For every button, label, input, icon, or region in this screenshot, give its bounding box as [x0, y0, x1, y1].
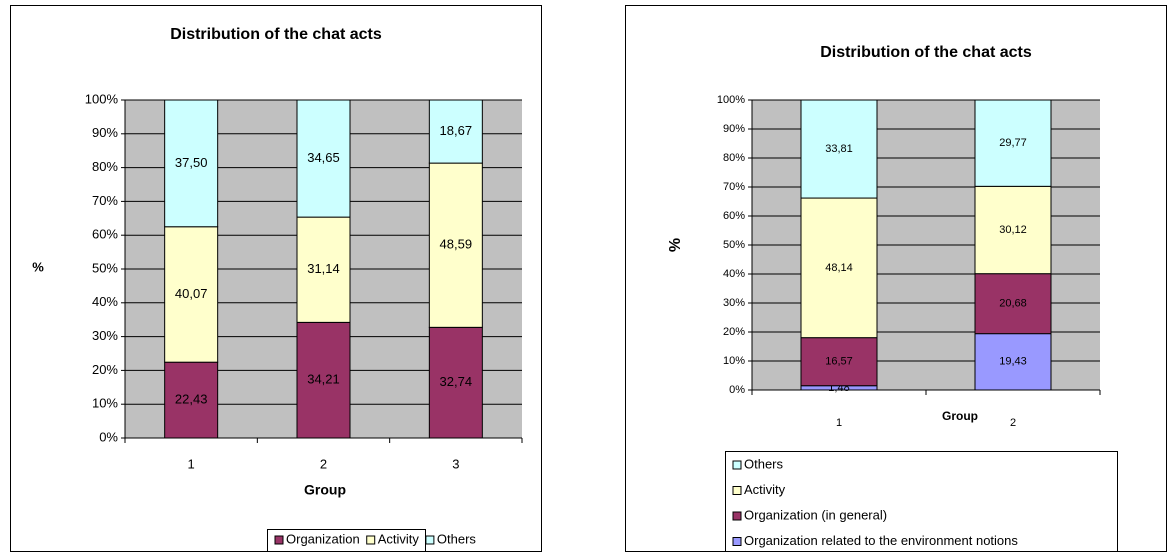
- legend-label: Activity: [744, 482, 786, 497]
- bar-segment: [800, 197, 878, 339]
- legend-swatch: [732, 460, 742, 470]
- data-label: 16,57: [825, 356, 853, 368]
- x-tick-label: 2: [320, 456, 327, 471]
- data-label: 40,07: [175, 286, 208, 301]
- bar-segment: [800, 99, 878, 199]
- y-axis-label: %: [32, 259, 44, 274]
- data-label: 32,74: [440, 374, 473, 389]
- x-tick-label: 3: [452, 456, 459, 471]
- data-label: 29,77: [999, 137, 1027, 149]
- bar-segment: [800, 337, 878, 387]
- legend-label: Organization (in general): [744, 507, 887, 522]
- bar-segment: [428, 99, 483, 164]
- y-tick-label: 60%: [92, 227, 118, 242]
- data-label: 34,21: [307, 372, 340, 387]
- data-label: 30,12: [999, 224, 1027, 236]
- y-tick-label: 40%: [92, 294, 118, 309]
- y-tick-label: 80%: [92, 159, 118, 174]
- data-label: 37,50: [175, 155, 208, 170]
- bar-segment: [296, 99, 351, 218]
- data-label: 31,14: [307, 261, 340, 276]
- data-label: 18,67: [440, 123, 473, 138]
- y-tick-label: 90%: [723, 123, 745, 135]
- data-label: 22,43: [175, 392, 208, 407]
- legend-swatch: [732, 537, 742, 546]
- bar-segment: [974, 273, 1052, 335]
- bar-segment: [164, 99, 219, 228]
- bar-segment: [974, 333, 1052, 391]
- bar-segment: [428, 326, 483, 439]
- y-tick-label: 40%: [723, 268, 745, 280]
- y-tick-label: 20%: [723, 326, 745, 338]
- x-tick-label: 1: [188, 456, 195, 471]
- legend-label: Others: [437, 531, 477, 546]
- y-tick-label: 80%: [723, 152, 745, 164]
- legend-label: Organization: [286, 531, 360, 546]
- bar-segment: [428, 162, 483, 328]
- legend-label: Others: [744, 456, 784, 471]
- y-tick-label: 10%: [92, 396, 118, 411]
- legend-swatch: [425, 535, 435, 545]
- bar-segment: [296, 321, 351, 439]
- legend-label: Activity: [378, 531, 420, 546]
- x-tick-label: 1: [836, 417, 842, 429]
- y-tick-label: 30%: [92, 328, 118, 343]
- legend-swatch: [732, 486, 742, 495]
- y-axis-label: %: [667, 238, 684, 252]
- legend-swatch: [274, 535, 284, 545]
- y-tick-label: 0%: [99, 429, 118, 444]
- y-tick-label: 10%: [723, 355, 745, 367]
- y-tick-label: 70%: [723, 181, 745, 193]
- y-tick-label: 70%: [92, 193, 118, 208]
- data-label: 19,43: [999, 356, 1027, 368]
- y-tick-label: 100%: [85, 91, 119, 106]
- chart-title: Distribution of the chat acts: [170, 26, 382, 43]
- bar-segment: [974, 185, 1052, 275]
- y-tick-label: 60%: [723, 210, 745, 222]
- x-axis-label: Group: [304, 482, 346, 498]
- data-label: 48,59: [440, 237, 473, 252]
- data-label: 33,81: [825, 143, 853, 155]
- y-tick-label: 50%: [92, 260, 118, 275]
- chart-title: Distribution of the chat acts: [820, 44, 1032, 61]
- legend-label: Organization related to the environment …: [744, 533, 1018, 548]
- y-tick-label: 50%: [723, 239, 745, 251]
- legend-swatch: [366, 535, 376, 545]
- y-tick-label: 90%: [92, 125, 118, 140]
- y-tick-label: 100%: [717, 94, 745, 106]
- data-label: 20,68: [999, 298, 1027, 310]
- data-label: 48,14: [825, 262, 853, 274]
- bar-segment: [974, 99, 1052, 187]
- y-tick-label: 20%: [92, 362, 118, 377]
- bar-segment: [164, 226, 219, 363]
- y-tick-label: 0%: [729, 384, 745, 396]
- x-axis-label: Group: [942, 409, 978, 423]
- legend: [725, 451, 1118, 552]
- bar-segment: [296, 216, 351, 323]
- x-tick-label: 2: [1010, 417, 1016, 429]
- data-label: 34,65: [307, 150, 340, 165]
- legend-swatch: [732, 511, 742, 521]
- y-tick-label: 30%: [723, 297, 745, 309]
